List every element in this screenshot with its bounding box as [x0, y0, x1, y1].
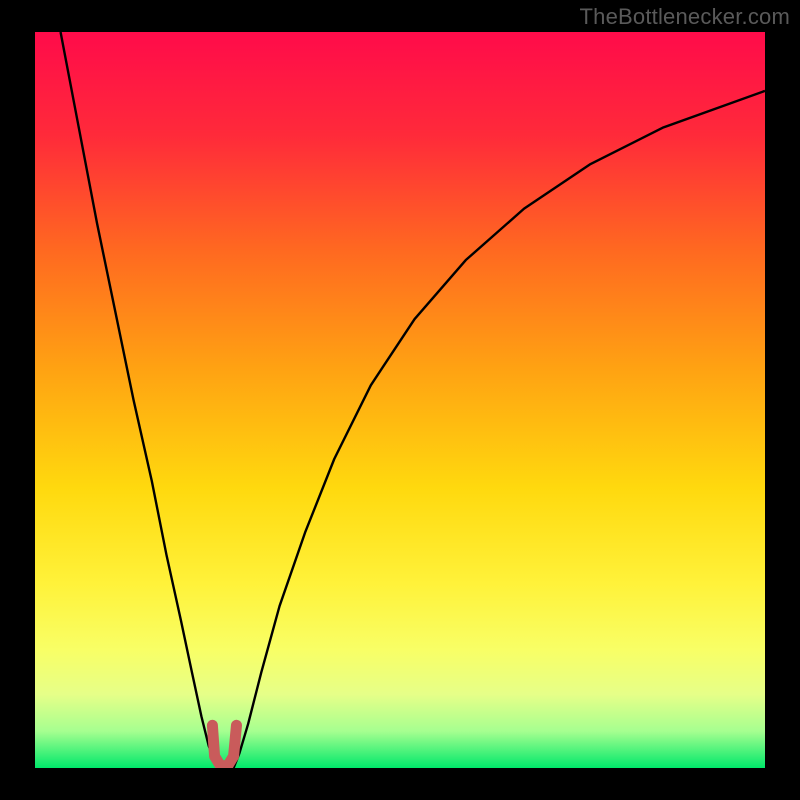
gradient-background	[35, 32, 765, 768]
bottleneck-curve-chart	[0, 0, 800, 800]
chart-container: TheBottlenecker.com	[0, 0, 800, 800]
watermark-text: TheBottlenecker.com	[580, 4, 790, 30]
